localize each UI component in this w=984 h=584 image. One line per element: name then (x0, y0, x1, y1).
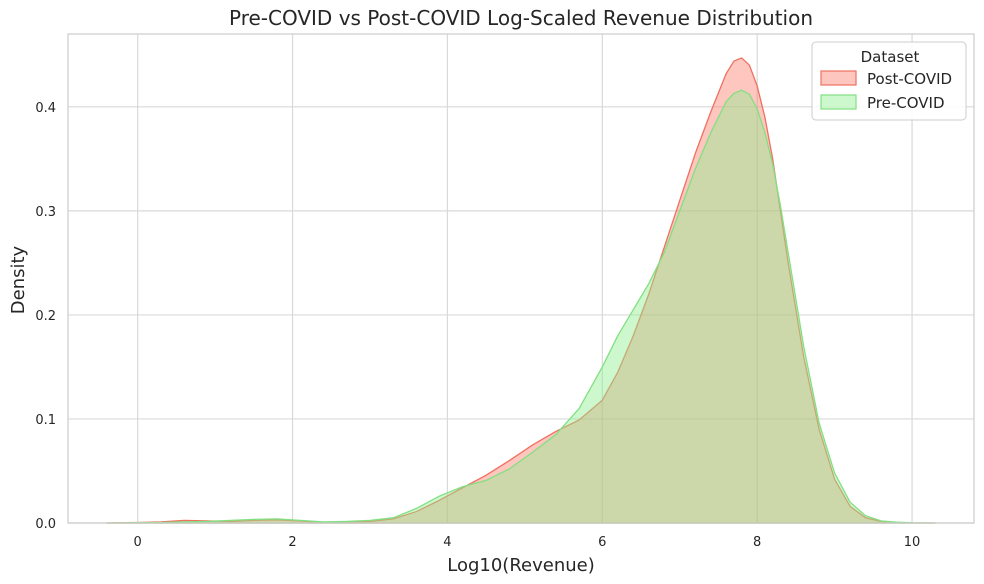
legend-label-pre-covid: Pre-COVID (867, 94, 945, 112)
y-tick-label-0: 0.0 (35, 517, 56, 532)
x-tick-label-4: 8 (753, 535, 761, 550)
legend: Dataset Post-COVID Pre-COVID (811, 41, 967, 121)
legend-frame (811, 41, 967, 121)
x-tick-label-2: 4 (443, 535, 451, 550)
legend-swatch-pre-covid (820, 94, 857, 110)
y-tick-label-4: 0.4 (35, 101, 56, 116)
y-tick-label-2: 0.2 (35, 309, 56, 324)
y-tick-label-3: 0.3 (35, 205, 56, 220)
y-axis-label: Density (8, 245, 29, 314)
chart-title: Pre-COVID vs Post-COVID Log-Scaled Reven… (229, 6, 813, 30)
series-area-pre-covid (106, 89, 936, 524)
x-tick-label-0: 0 (134, 535, 142, 550)
x-tick-label-1: 2 (288, 535, 296, 550)
plot-frame (67, 33, 975, 524)
x-tick-label-5: 10 (904, 535, 921, 550)
legend-label-post-covid: Post-COVID (867, 70, 952, 88)
x-tick-label-3: 6 (598, 535, 606, 550)
legend-swatch-post-covid (820, 70, 857, 86)
x-axis-label: Log10(Revenue) (447, 555, 595, 576)
y-tick-label-1: 0.1 (35, 413, 56, 428)
legend-title: Dataset (861, 48, 920, 66)
